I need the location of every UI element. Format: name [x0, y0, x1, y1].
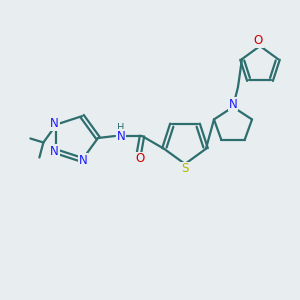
Text: S: S [181, 163, 189, 176]
Text: N: N [117, 130, 125, 142]
Text: N: N [229, 98, 237, 110]
Text: N: N [50, 145, 59, 158]
Text: O: O [254, 34, 262, 47]
Text: N: N [79, 154, 88, 167]
Text: N: N [50, 117, 59, 130]
Text: O: O [135, 152, 145, 166]
Text: H: H [117, 123, 125, 133]
